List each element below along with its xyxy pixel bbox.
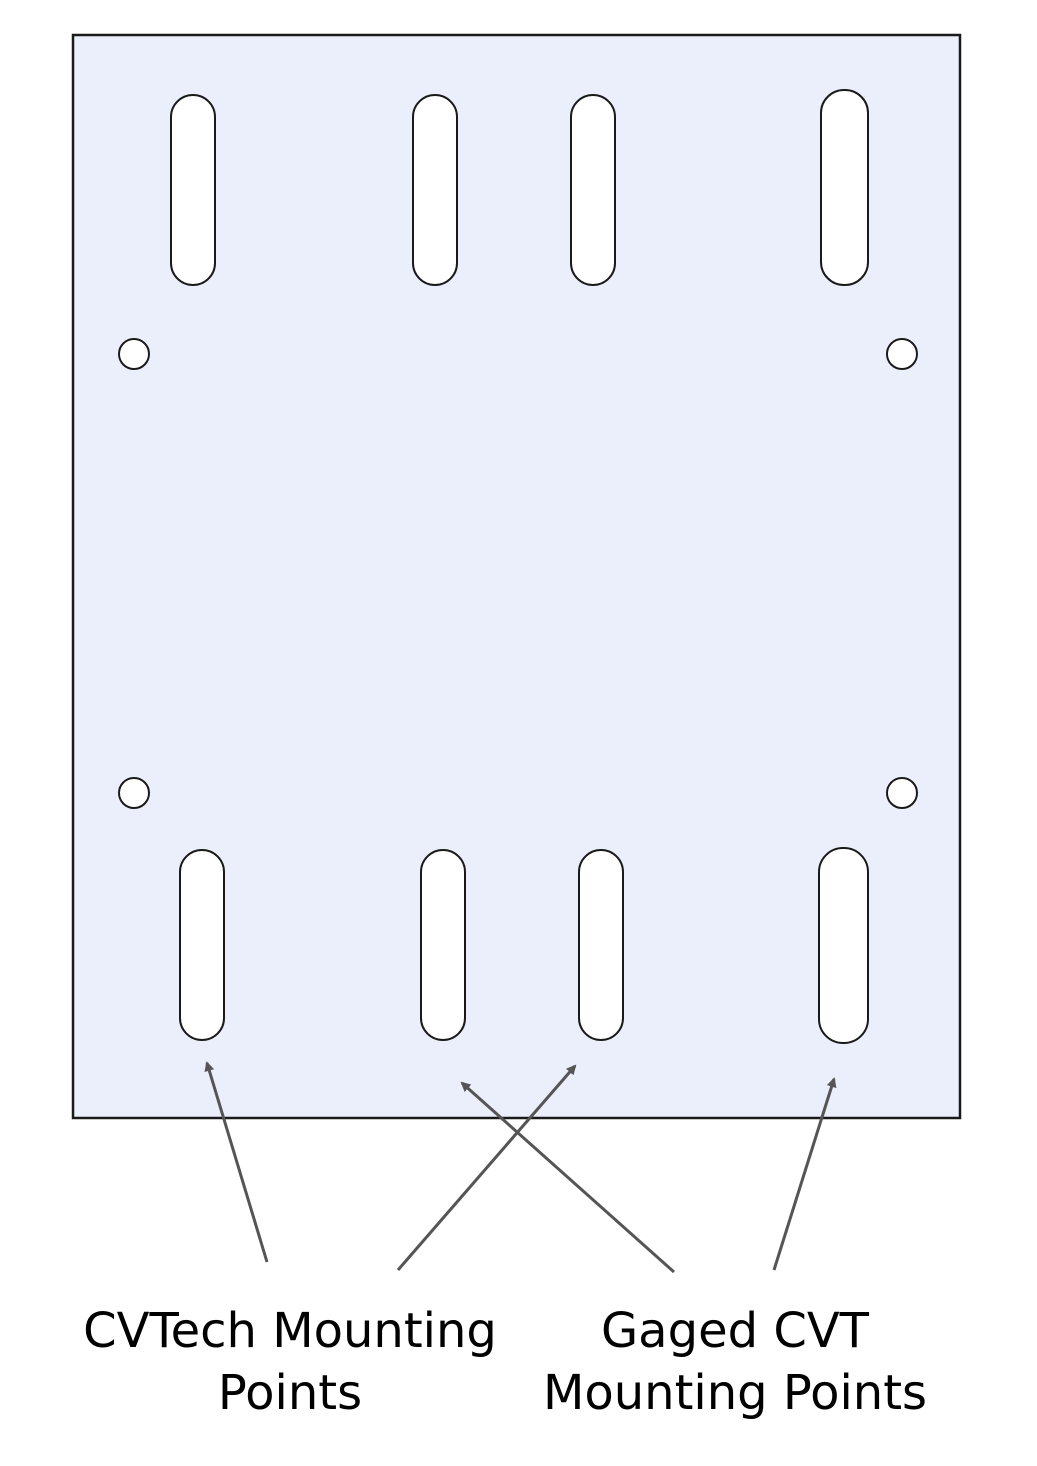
slot-bottom-2 bbox=[420, 849, 466, 1041]
arrow-gaged-left bbox=[460, 1081, 675, 1274]
slot-bottom-3 bbox=[578, 849, 624, 1041]
slot-top-1 bbox=[170, 94, 216, 286]
hole-bottom-right bbox=[886, 777, 918, 809]
hole-top-left bbox=[118, 338, 150, 370]
gaged-label-line1: Gaged CVT bbox=[600, 1303, 869, 1359]
gaged-cvt-mounting-points-label: Gaged CVT Mounting Points bbox=[520, 1300, 950, 1424]
arrow-cvtech-left bbox=[204, 1061, 269, 1263]
slot-top-4 bbox=[820, 89, 869, 286]
slot-top-3 bbox=[570, 94, 616, 286]
arrow-cvtech-right bbox=[396, 1064, 577, 1271]
hole-top-right bbox=[886, 338, 918, 370]
slot-bottom-1 bbox=[179, 849, 225, 1041]
cvtech-label-line2: Points bbox=[217, 1365, 363, 1421]
hole-bottom-left bbox=[118, 777, 150, 809]
slot-top-2 bbox=[412, 94, 458, 286]
gaged-label-line2: Mounting Points bbox=[542, 1365, 928, 1421]
arrow-gaged-right bbox=[772, 1077, 837, 1271]
cvtech-label-line1: CVTech Mounting bbox=[83, 1303, 497, 1359]
cvtech-mounting-points-label: CVTech Mounting Points bbox=[70, 1300, 510, 1424]
slot-bottom-4 bbox=[818, 847, 869, 1044]
